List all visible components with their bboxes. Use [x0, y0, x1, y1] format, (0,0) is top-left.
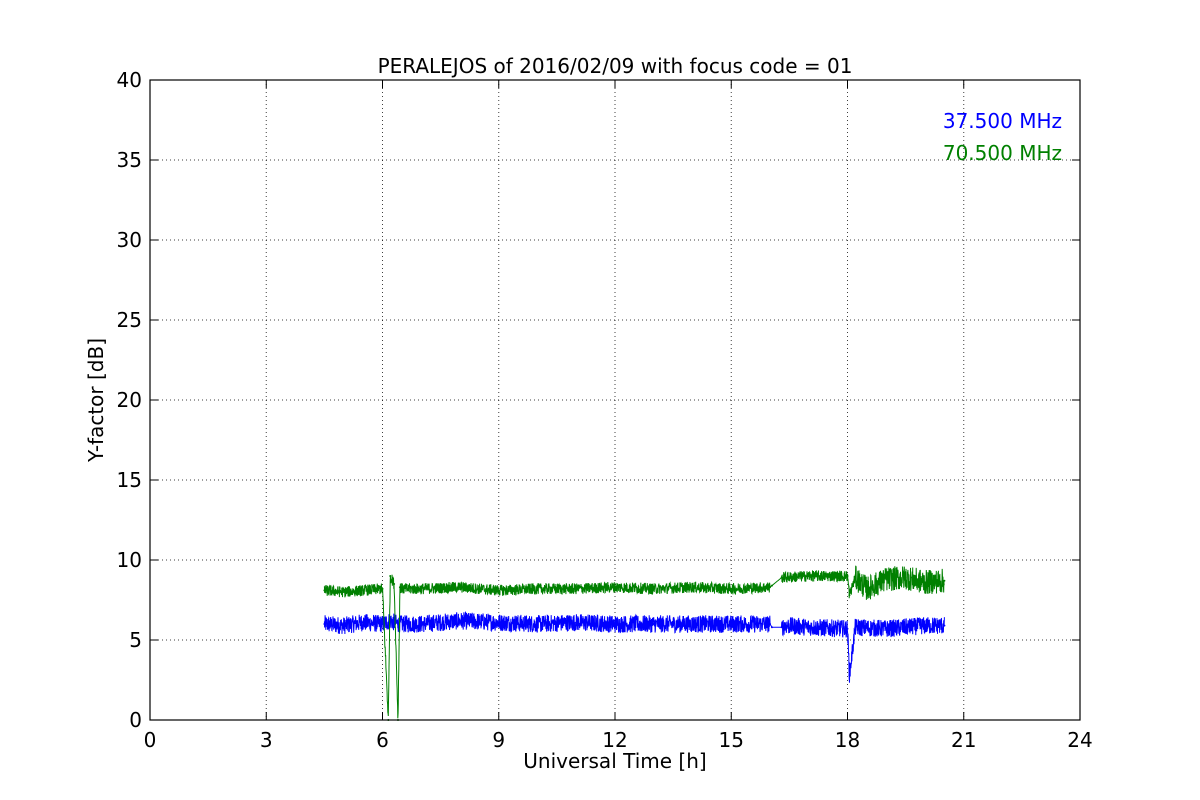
data-point — [924, 624, 926, 627]
legend: 37.500 MHz 70.500 MHz — [943, 109, 1062, 165]
x-tick-label: 12 — [602, 728, 627, 752]
chart-title: PERALEJOS of 2016/02/09 with focus code … — [378, 54, 853, 78]
data-point — [652, 587, 655, 590]
x-tick-label: 3 — [260, 728, 273, 752]
data-point — [575, 587, 578, 590]
data-point — [614, 623, 616, 625]
x-tick-label: 18 — [835, 728, 860, 752]
data-point — [381, 587, 384, 590]
x-tick-label: 6 — [376, 728, 389, 752]
data-point — [885, 578, 888, 581]
y-tick-label: 30 — [117, 228, 142, 252]
data-point — [362, 621, 365, 624]
data-point — [730, 587, 733, 590]
data-point — [943, 624, 946, 627]
data-point — [904, 626, 907, 629]
data-point — [691, 586, 694, 589]
y-tick-label: 40 — [117, 68, 142, 92]
x-tick-label: 15 — [719, 728, 744, 752]
y-tick-label: 0 — [129, 708, 142, 732]
grid — [150, 80, 1080, 720]
data-point — [780, 576, 783, 579]
data-point — [784, 624, 787, 627]
data-point — [459, 586, 461, 589]
y-tick-label: 10 — [117, 548, 142, 572]
data-point — [854, 576, 857, 579]
data-point — [497, 589, 500, 592]
data-point — [924, 581, 926, 584]
data-point — [397, 623, 399, 625]
data-point — [730, 623, 733, 625]
data-point — [575, 621, 578, 624]
data-point — [400, 587, 403, 590]
data-point — [846, 627, 849, 630]
data-point — [362, 589, 365, 592]
data-point — [854, 626, 857, 629]
data-point — [780, 626, 783, 629]
series-1 — [323, 565, 946, 721]
data-point — [943, 579, 946, 582]
legend-entry: 70.500 MHz — [943, 141, 1062, 165]
legend-entry: 37.500 MHz — [943, 109, 1062, 133]
data-point — [497, 621, 500, 624]
data-point — [536, 623, 539, 625]
x-tick-label: 21 — [951, 728, 976, 752]
y-tick-label: 35 — [117, 148, 142, 172]
series-0 — [323, 610, 946, 683]
data-point — [769, 623, 771, 625]
y-tick-label: 5 — [129, 628, 142, 652]
data-point — [807, 575, 810, 577]
series-layer — [323, 565, 946, 721]
data-point — [393, 583, 396, 585]
data-point — [381, 623, 384, 625]
data-point — [848, 594, 851, 597]
data-point — [885, 627, 888, 630]
data-point — [536, 587, 539, 590]
data-point — [342, 624, 345, 627]
data-point — [770, 626, 773, 629]
x-tick-label: 9 — [492, 728, 505, 752]
y-tick-label: 20 — [117, 388, 142, 412]
y-axis-label: Y-factor [dB] — [84, 338, 108, 463]
ticks: 0 3 6 9 12 15 18 21 24 0 5 10 15 20 25 30 35 40 — [117, 68, 1093, 752]
data-point — [807, 626, 810, 629]
data-point — [323, 623, 326, 625]
data-point — [691, 623, 694, 625]
data-point — [342, 591, 345, 593]
series-line — [323, 610, 945, 683]
data-point — [398, 586, 401, 589]
x-tick-label: 0 — [144, 728, 157, 752]
x-axis-label: Universal Time [h] — [523, 749, 706, 773]
data-point — [652, 623, 655, 625]
data-point — [865, 587, 868, 590]
y-tick-label: 25 — [117, 308, 142, 332]
data-point — [846, 575, 849, 577]
data-point — [904, 576, 907, 579]
data-point — [420, 587, 423, 590]
y-tick-label: 15 — [117, 468, 142, 492]
data-point — [420, 623, 423, 625]
data-point — [770, 584, 773, 587]
data-point — [459, 619, 461, 622]
data-point — [769, 586, 771, 589]
data-point — [323, 589, 326, 592]
x-tick-label: 24 — [1067, 728, 1092, 752]
data-point — [848, 674, 851, 677]
series-line — [323, 565, 945, 719]
data-point — [614, 586, 616, 589]
data-point — [389, 575, 392, 577]
